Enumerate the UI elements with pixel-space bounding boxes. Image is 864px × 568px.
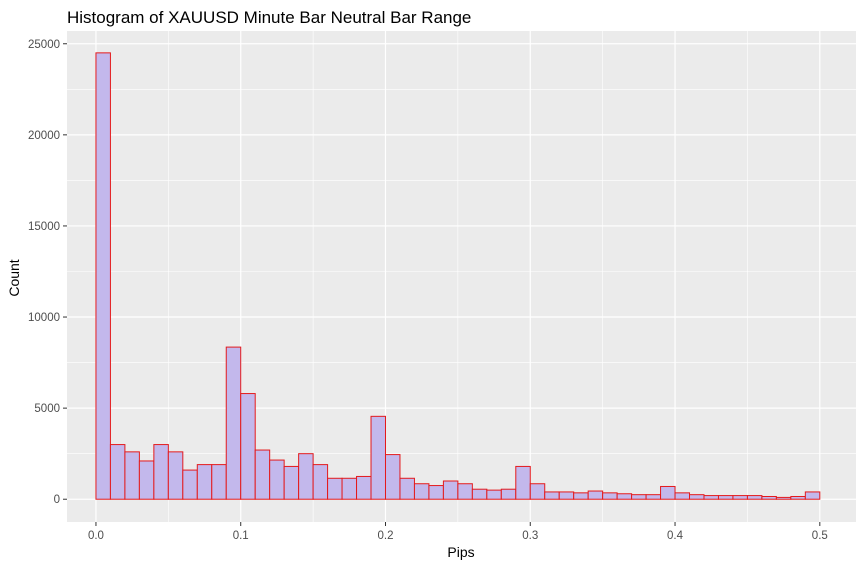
histogram-bar [269, 459, 285, 500]
histogram-bar [283, 465, 300, 500]
x-tick-label: 0.5 [812, 530, 828, 542]
y-tick-label: 20000 [28, 130, 60, 142]
histogram-bar [138, 460, 155, 500]
x-axis-ticks: 0.0 0.1 0.2 0.3 0.4 0.5 [88, 522, 828, 542]
x-tick-label: 0.0 [88, 530, 104, 542]
histogram-bar [486, 489, 502, 500]
histogram-bar [674, 492, 691, 500]
histogram-bar [746, 495, 763, 500]
histogram-bar [327, 477, 343, 500]
histogram-bar [167, 451, 184, 500]
histogram-bar [631, 494, 647, 500]
histogram-bar [109, 444, 126, 500]
histogram-bar [196, 464, 213, 500]
x-tick-label: 0.3 [522, 530, 538, 542]
histogram-bar [124, 451, 140, 500]
histogram-bar [645, 494, 662, 500]
y-tick-label: 0 [54, 494, 60, 506]
histogram-bar [457, 483, 473, 500]
histogram-bar [703, 495, 719, 500]
histogram-bar [660, 485, 676, 500]
histogram-bar [254, 449, 271, 500]
histogram-bar [413, 483, 430, 500]
histogram-bar [356, 475, 372, 500]
histogram-bar [790, 495, 806, 500]
histogram-bar [775, 496, 792, 500]
histogram-bar [471, 488, 488, 500]
histogram-bar [544, 491, 560, 500]
histogram-bar [240, 393, 256, 500]
histogram-bar [515, 465, 531, 500]
y-tick-label: 25000 [28, 39, 60, 51]
histogram-bar [573, 492, 589, 500]
x-tick-label: 0.2 [377, 530, 393, 542]
y-axis-ticks: 0 5000 10000 15000 20000 25000 [28, 39, 67, 506]
histogram-bar [370, 415, 386, 500]
histogram-bar [182, 469, 198, 500]
x-axis-title: Pips [447, 544, 474, 560]
histogram-bar [587, 490, 604, 500]
histogram-bar [442, 480, 459, 500]
bars [95, 52, 821, 500]
plot-panel [67, 31, 856, 522]
histogram-bar [298, 453, 314, 500]
histogram-bar [95, 52, 111, 500]
histogram-bar [399, 477, 415, 500]
x-tick-label: 0.4 [667, 530, 684, 542]
histogram-bar [529, 483, 546, 500]
histogram-bar [602, 492, 618, 500]
histogram-bar [689, 494, 705, 500]
histogram-bar [341, 477, 358, 500]
y-axis-title: Count [6, 259, 22, 296]
histogram-bar [211, 464, 227, 500]
histogram-bar [225, 346, 242, 500]
histogram-bar [384, 454, 401, 500]
histogram-bar [761, 495, 777, 500]
histogram-bar [428, 485, 444, 500]
histogram-bar [732, 495, 748, 500]
histogram-bar [500, 488, 517, 500]
x-tick-label: 0.1 [233, 530, 249, 542]
histogram-bar [717, 495, 734, 500]
histogram-bar [312, 464, 329, 500]
histogram-bar [804, 491, 821, 500]
histogram-bar [558, 491, 575, 500]
y-tick-label: 5000 [34, 403, 60, 415]
chart-title: Histogram of XAUUSD Minute Bar Neutral B… [67, 8, 471, 27]
y-tick-label: 10000 [28, 312, 60, 324]
histogram-bar [616, 493, 633, 500]
y-tick-label: 15000 [28, 221, 60, 233]
grid-minor [67, 31, 856, 522]
histogram-bar [153, 444, 169, 500]
